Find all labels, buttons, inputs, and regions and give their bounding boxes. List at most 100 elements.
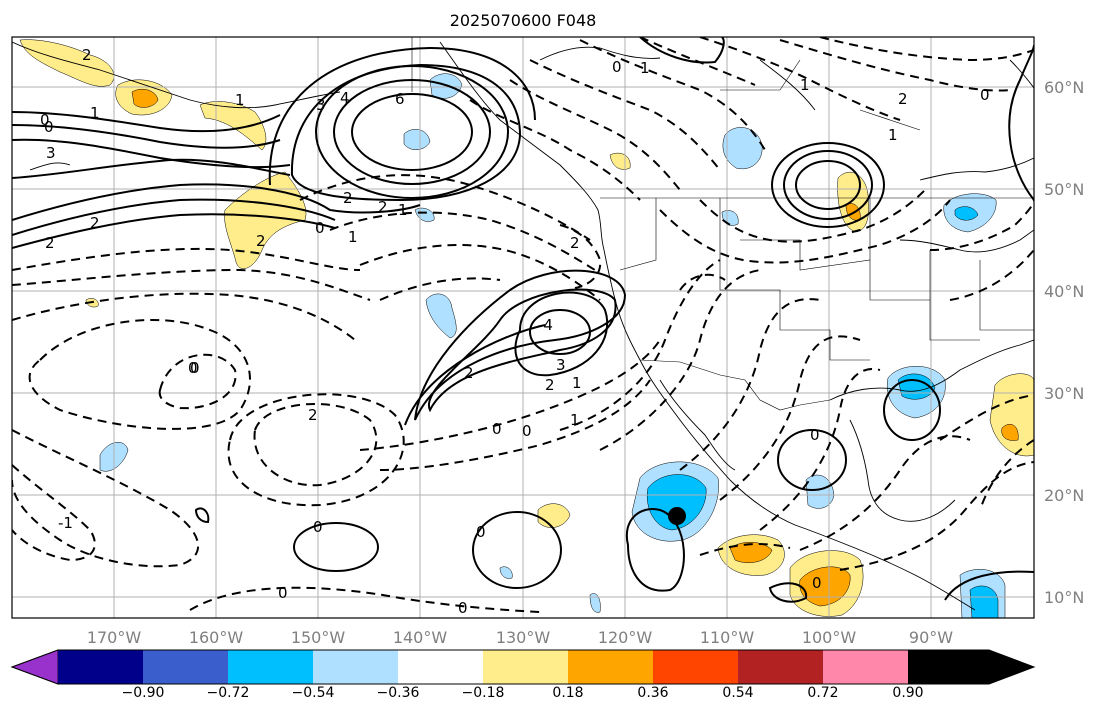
positive-anomaly-patch [729, 542, 773, 563]
contour-label: 1 [90, 104, 100, 122]
contour-label: 6 [395, 90, 405, 108]
colorbar-segment [738, 650, 823, 684]
colorbar-segment [228, 650, 313, 684]
contour-label: 0 [278, 584, 288, 602]
positive-anomaly-patch [19, 39, 115, 87]
contour-label: 0 [612, 58, 622, 76]
longitude-axis: 170°W 160°W 150°W 140°W 130°W 120°W 110°… [87, 628, 953, 647]
colorbar-segment [823, 650, 908, 684]
contour-label: 3 [46, 144, 56, 162]
lon-tick-label: 90°W [909, 628, 953, 647]
colorbar-tick-label: −0.36 [377, 685, 420, 701]
contour-labels: 2 1 0 1 0 3 4 6 2 2 1 0 1 2 3 2 2 1 0 0 … [40, 46, 990, 617]
contour-label: 0 [40, 111, 50, 129]
lat-tick-label: 20°N [1044, 486, 1084, 505]
contour-label: 2 [545, 376, 555, 394]
negative-anomaly-patch [589, 593, 601, 613]
contour-label: 4 [340, 89, 350, 107]
contour-label: 1 [235, 91, 245, 109]
contour-label: 0 [980, 86, 990, 104]
contour-label: 3 [556, 356, 566, 374]
storm-center-marker [668, 507, 686, 525]
colorbar-tick-label: −0.90 [122, 685, 165, 701]
lat-tick-label: 40°N [1044, 282, 1084, 301]
lat-tick-label: 30°N [1044, 384, 1084, 403]
colorbar-outline [10, 649, 1036, 685]
lon-tick-label: 100°W [802, 628, 857, 647]
political-borders [411, 37, 1034, 411]
contour-label: 1 [570, 411, 580, 429]
contour-label: 1 [348, 228, 358, 246]
negative-anomaly-patch [969, 585, 999, 618]
contour-label: 1 [572, 374, 582, 392]
lon-tick-label: 170°W [87, 628, 142, 647]
contour-label: 0 [315, 219, 325, 237]
colorbar-segment [313, 650, 398, 684]
contour-label: 2 [464, 364, 474, 382]
positive-anomaly-patch [1001, 424, 1019, 441]
contour-label: 0 [190, 359, 200, 377]
lon-tick-label: 120°W [598, 628, 653, 647]
lon-tick-label: 110°W [700, 628, 755, 647]
contour-label: 2 [82, 46, 92, 64]
contours-dashed [12, 37, 1034, 613]
contour-label: 1 [888, 126, 898, 144]
map-title: 2025070600 F048 [450, 11, 597, 30]
contour-label: 2 [898, 90, 908, 108]
colorbar-tick-label: −0.54 [292, 685, 335, 701]
positive-anomaly-patch [224, 171, 307, 269]
colorbar-extend-min [10, 649, 59, 685]
contour-label: 0 [810, 426, 820, 444]
contour-label: 2 [378, 198, 388, 216]
latitude-axis: 60°N 50°N 40°N 30°N 20°N 10°N [1044, 78, 1084, 607]
colorbar-tick-label: 0.90 [892, 685, 923, 701]
contour-label: 1 [640, 59, 650, 77]
contour-label: 0 [812, 574, 822, 592]
map-frame [11, 36, 1035, 619]
colorbar-tick-label: −0.18 [462, 685, 505, 701]
lon-tick-label: 150°W [291, 628, 346, 647]
colorbar-segment [483, 650, 568, 684]
colorbar-tick-label: 0.36 [637, 685, 668, 701]
contour-label: 2 [256, 232, 266, 250]
colorbar-tick-label: −0.72 [207, 685, 250, 701]
contour-label: 2 [570, 234, 580, 252]
colorbar-segment [143, 650, 228, 684]
colorbar-tick-label: 0.72 [807, 685, 838, 701]
lat-tick-label: 50°N [1044, 180, 1084, 199]
contour-label: 0 [476, 523, 486, 541]
contour-label: 0 [44, 118, 54, 136]
anomaly-shading [19, 39, 1034, 618]
contour-label: 2 [45, 234, 55, 252]
contour-label: 2 [343, 189, 353, 207]
colorbar-segment [398, 650, 483, 684]
contour-label: 0 [188, 359, 198, 377]
lon-tick-label: 160°W [189, 628, 244, 647]
negative-anomaly-patch [499, 566, 513, 579]
colorbar-extend-max [908, 650, 1034, 684]
contour-label: 1 [398, 201, 408, 219]
contour-label: 0 [492, 420, 502, 438]
contour-label: 3 [316, 96, 326, 114]
negative-anomaly-patch [954, 206, 979, 221]
contour-label: 1 [800, 76, 810, 94]
contour-label: 0 [458, 599, 468, 617]
colorbar-segment [653, 650, 738, 684]
map-panel: 2 1 0 1 0 3 4 6 2 2 1 0 1 2 3 2 2 1 0 0 … [12, 37, 1034, 618]
lon-tick-label: 140°W [393, 628, 448, 647]
contours-solid [12, 37, 1034, 603]
colorbar: −0.90 −0.72 −0.54 −0.36 −0.18 0.18 0.36 … [10, 649, 1036, 701]
colorbar-segment [568, 650, 653, 684]
negative-anomaly-patch [403, 129, 431, 150]
negative-anomaly-patch [646, 474, 707, 531]
negative-anomaly-patch [722, 127, 763, 170]
coastlines [12, 41, 1034, 611]
colorbar-segment [58, 650, 143, 684]
contour-label: -1 [58, 514, 73, 532]
contour-label: 0 [313, 518, 323, 536]
contour-label: 0 [522, 422, 532, 440]
lat-tick-label: 10°N [1044, 588, 1084, 607]
contour-label: -4 [538, 316, 553, 334]
colorbar-tick-label: 0.54 [722, 685, 753, 701]
colorbar-tick-label: 0.18 [552, 685, 583, 701]
